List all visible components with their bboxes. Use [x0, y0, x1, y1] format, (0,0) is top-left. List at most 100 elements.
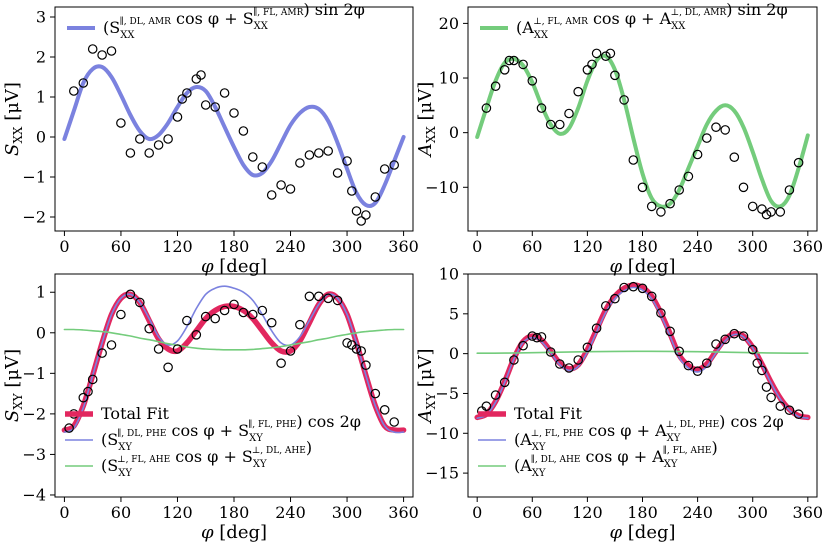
data-point [637, 283, 648, 294]
data-point [554, 359, 565, 369]
data-point [665, 198, 675, 209]
chart-sxx: 0 60 120 180 240 300 360 −2 −1 0 1 2 3 φ [deg] SXX [μV… [2, 0, 419, 277]
x-tick-label: 300 [332, 503, 363, 522]
data-point [646, 201, 657, 212]
data-point [600, 51, 611, 61]
y-tick-label: −10 [425, 424, 459, 443]
data-point [573, 86, 583, 97]
x-tick-label: 240 [682, 503, 713, 522]
x-tick-label: 300 [332, 237, 363, 256]
y-tick-label: −15 [425, 464, 459, 483]
x-tick-label: 180 [627, 237, 658, 256]
data-point [229, 108, 239, 118]
x-tick-label: 240 [275, 237, 306, 256]
legend-label: (SXX∥, DL, AMR cos φ + SXX∥, FL, AMR) si… [103, 0, 365, 41]
data-point [573, 355, 583, 365]
data-point [582, 342, 593, 353]
data-point [619, 282, 629, 293]
data-point [761, 209, 772, 220]
data-point [177, 94, 187, 104]
legend-label: (AXX⊥, FL, AMR cos φ + AXX⊥, DL, AMR) si… [516, 0, 788, 41]
y-tick-label: −2 [22, 208, 46, 227]
x-tick-label: 180 [219, 503, 250, 522]
legend: Total Fit(AXY⊥, FL, PHE cos φ + AXY⊥, DL… [478, 404, 784, 479]
data-point [200, 311, 211, 322]
y-tick-label: 1 [36, 283, 46, 302]
legend-label: (SXY⊥, FL, AHE cos φ + SXY⊥, DL, AHE) [101, 438, 312, 479]
plot-area [474, 281, 811, 421]
y-tick-label: 1 [36, 88, 46, 107]
y-tick-label: −1 [22, 364, 46, 383]
data-point [554, 119, 565, 130]
x-axis-label: φ [deg] [201, 256, 267, 277]
x-axis-label: φ [deg] [201, 522, 267, 543]
data-point [761, 382, 772, 392]
chart-sxy: 0 60 120 180 240 300 360 −4 −3 −2 −1 0 1 φ [deg] SXY [… [2, 273, 419, 543]
data-point [144, 323, 154, 334]
data-point [637, 182, 648, 193]
data-point [219, 88, 230, 98]
data-point [532, 332, 542, 343]
data-point [295, 158, 305, 168]
data-point [78, 78, 89, 88]
legend-label: (AXY⊥, FL, PHE cos φ + AXY⊥, DL, PHE) co… [514, 412, 784, 453]
y-tick-label: 0 [449, 344, 459, 363]
data-point [665, 326, 675, 337]
chart-axx: 0 60 120 180 240 300 360 −10 0 10 20 φ [deg] AXX [μV… [415, 0, 823, 277]
data-point [793, 409, 804, 419]
y-tick-label: −4 [22, 485, 46, 504]
data-point [153, 140, 164, 150]
y-tick-label: 0 [36, 323, 46, 342]
data-point [266, 317, 277, 328]
legend-label: (AXY∥, DL, AHE cos φ + AXY∥, FL, AHE) [514, 438, 718, 479]
data-point [125, 289, 136, 300]
y-tick-label: −1 [22, 168, 46, 187]
data-point [153, 344, 164, 354]
data-point [591, 48, 602, 59]
data-point [163, 134, 173, 144]
series-line-component-0 [475, 53, 810, 209]
x-tick-label: 120 [572, 503, 603, 522]
data-point [370, 388, 381, 399]
data-point [656, 207, 666, 217]
data-point [481, 401, 492, 411]
data-point [600, 301, 611, 311]
y-tick-label: 0 [36, 128, 46, 147]
x-tick-label: 0 [59, 237, 69, 256]
data-point [172, 344, 183, 354]
data-point [379, 164, 390, 174]
series-line-component-0 [62, 64, 406, 208]
data-point [304, 291, 315, 302]
data-point [766, 392, 776, 403]
data-point [619, 95, 629, 105]
plot-area [61, 285, 407, 434]
data-point [747, 201, 758, 212]
data-point [389, 417, 399, 427]
data-point [509, 355, 519, 365]
data-point [323, 146, 333, 156]
data-point [701, 133, 712, 143]
data-point [97, 50, 107, 60]
data-point [346, 186, 357, 196]
data-point [361, 360, 371, 370]
axes-frame [467, 6, 818, 232]
y-tick-label: −3 [22, 445, 46, 464]
data-point [720, 125, 730, 135]
y-axis-label: AXX [μV] [415, 82, 438, 159]
y-tick-label: 2 [36, 48, 46, 67]
y-axis-label: AXY [μV] [415, 349, 438, 425]
legend-label: (SXY∥, DL, PHE cos φ + SXY∥, FL, PHE) co… [101, 412, 361, 453]
data-point [172, 112, 183, 122]
chart-axy: 0 60 120 180 240 300 360 −15 −10 −5 0 5 10 φ [deg] AXY… [415, 265, 823, 544]
x-tick-label: 120 [162, 503, 193, 522]
data-point [610, 70, 620, 81]
data-point [351, 344, 362, 354]
data-point [747, 344, 758, 355]
data-point [481, 103, 492, 113]
legend: (SXX∥, DL, AMR cos φ + SXX∥, FL, AMR) si… [67, 0, 365, 41]
data-point [692, 149, 703, 160]
x-tick-label: 300 [737, 503, 768, 522]
data-point [285, 346, 296, 356]
legend-label-total-fit: Total Fit [101, 404, 169, 423]
